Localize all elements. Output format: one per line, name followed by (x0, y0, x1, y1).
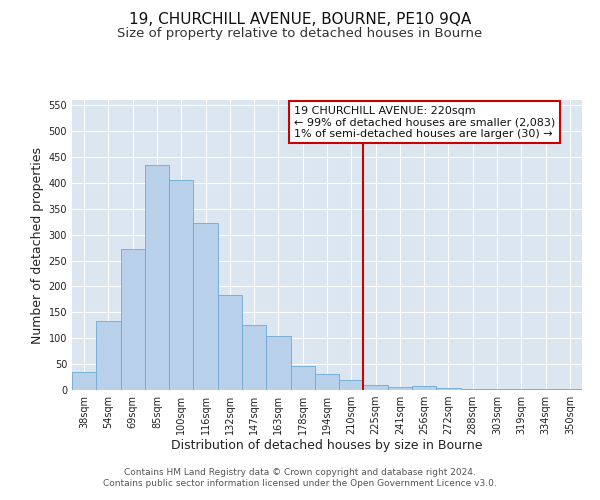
Text: 19 CHURCHILL AVENUE: 220sqm
← 99% of detached houses are smaller (2,083)
1% of s: 19 CHURCHILL AVENUE: 220sqm ← 99% of det… (294, 106, 555, 139)
Bar (290, 366, 315, 390)
Bar (72, 372, 96, 390)
Bar (242, 326, 266, 390)
Bar (266, 336, 290, 390)
Bar (461, 389, 485, 390)
Bar (509, 389, 533, 390)
Bar (96, 321, 121, 390)
Bar (121, 248, 145, 390)
Bar (485, 389, 509, 390)
Bar (388, 387, 412, 390)
Bar (193, 222, 218, 390)
Bar (218, 295, 242, 390)
Text: 19, CHURCHILL AVENUE, BOURNE, PE10 9QA: 19, CHURCHILL AVENUE, BOURNE, PE10 9QA (129, 12, 471, 28)
Bar (364, 386, 388, 390)
X-axis label: Distribution of detached houses by size in Bourne: Distribution of detached houses by size … (171, 438, 483, 452)
Text: Contains HM Land Registry data © Crown copyright and database right 2024.
Contai: Contains HM Land Registry data © Crown c… (103, 468, 497, 487)
Bar (412, 386, 436, 390)
Y-axis label: Number of detached properties: Number of detached properties (31, 146, 44, 344)
Bar (339, 380, 364, 390)
Bar (169, 180, 193, 390)
Bar (436, 388, 461, 390)
Bar (315, 374, 339, 390)
Bar (145, 164, 169, 390)
Text: Size of property relative to detached houses in Bourne: Size of property relative to detached ho… (118, 28, 482, 40)
